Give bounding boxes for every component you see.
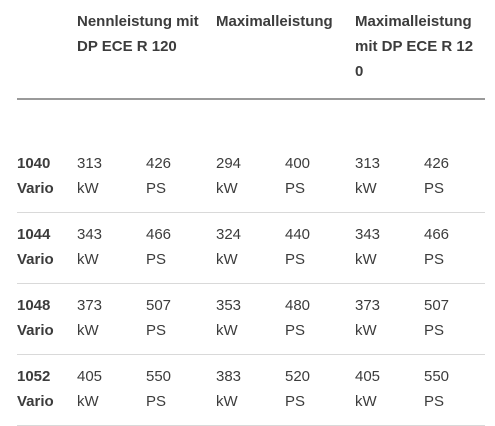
power-value: 466 [424,226,450,243]
power-ps-cell: 426 PS [424,151,484,201]
power-unit: PS [285,322,306,339]
column-header-max-power: Maximalleistung [216,13,333,30]
power-unit: kW [355,180,377,197]
power-kw-cell: 343 kW [77,222,137,272]
table-row: 1052 Vario 405 kW 550 PS 383 kW 520 PS 405 kW 550 PS [17,355,485,426]
power-unit: PS [424,393,445,410]
power-ps-cell: 507 PS [146,293,206,343]
power-kw-cell: 343 kW [355,222,415,272]
power-ps-cell: 520 PS [285,364,345,414]
power-value: 343 [77,226,103,243]
power-ps-cell: 466 PS [424,222,484,272]
power-value: 400 [285,155,311,172]
power-value: 353 [216,297,242,314]
power-value: 405 [355,368,381,385]
power-value: 313 [77,155,103,172]
power-value: 383 [216,368,242,385]
power-value: 294 [216,155,242,172]
power-spec-table: Nennleistung mit DP ECE R 120 Maximallei… [17,0,485,426]
power-value: 480 [285,297,311,314]
model-number: 1040 [17,155,51,172]
power-value: 373 [355,297,381,314]
model-number: 1048 [17,297,51,314]
power-value: 324 [216,226,242,243]
power-value: 343 [355,226,381,243]
power-ps-cell: 550 PS [146,364,206,414]
power-ps-cell: 507 PS [424,293,484,343]
power-unit: PS [424,180,445,197]
power-ps-cell: 400 PS [285,151,345,201]
power-kw-cell: 294 kW [216,151,276,201]
model-name-cell: 1052 Vario [17,364,77,414]
column-header-max-power-dp: Maximalleistung mit DP ECE R 120 [355,13,474,80]
power-kw-cell: 313 kW [77,151,137,201]
power-ps-cell: 550 PS [424,364,484,414]
power-value: 507 [424,297,450,314]
model-number: 1052 [17,368,51,385]
power-value: 426 [146,155,172,172]
table-row: 1044 Vario 343 kW 466 PS 324 kW 440 PS 343 kW 466 PS [17,213,485,284]
power-unit: PS [146,251,167,268]
table-header-row: Nennleistung mit DP ECE R 120 Maximallei… [17,0,485,100]
power-unit: PS [146,180,167,197]
power-value: 313 [355,155,381,172]
table-row: 1048 Vario 373 kW 507 PS 353 kW 480 PS 373 kW 507 PS [17,284,485,355]
power-unit: PS [285,393,306,410]
table-row: 1040 Vario 313 kW 426 PS 294 kW 400 PS 313 kW 426 PS [17,142,485,213]
model-suffix: Vario [17,393,54,410]
power-unit: PS [146,393,167,410]
power-unit: kW [77,180,99,197]
power-unit: PS [424,322,445,339]
power-value: 550 [146,368,172,385]
power-value: 405 [77,368,103,385]
model-name-cell: 1048 Vario [17,293,77,343]
power-unit: kW [77,393,99,410]
model-number: 1044 [17,226,51,243]
power-kw-cell: 324 kW [216,222,276,272]
power-unit: PS [424,251,445,268]
model-name-cell: 1044 Vario [17,222,77,272]
power-ps-cell: 480 PS [285,293,345,343]
table-spacer [17,100,485,142]
power-unit: PS [285,180,306,197]
power-unit: kW [355,393,377,410]
power-ps-cell: 426 PS [146,151,206,201]
power-ps-cell: 466 PS [146,222,206,272]
power-value: 507 [146,297,172,314]
power-unit: kW [77,251,99,268]
power-value: 373 [77,297,103,314]
model-name-cell: 1040 Vario [17,151,77,201]
power-kw-cell: 373 kW [355,293,415,343]
power-unit: kW [216,251,238,268]
power-unit: kW [77,322,99,339]
power-unit: kW [216,393,238,410]
model-suffix: Vario [17,322,54,339]
model-suffix: Vario [17,180,54,197]
power-ps-cell: 440 PS [285,222,345,272]
power-kw-cell: 313 kW [355,151,415,201]
model-suffix: Vario [17,251,54,268]
power-unit: kW [216,180,238,197]
power-value: 520 [285,368,311,385]
power-value: 550 [424,368,450,385]
column-header-rated-power: Nennleistung mit DP ECE R 120 [77,13,199,55]
power-unit: kW [355,322,377,339]
power-kw-cell: 373 kW [77,293,137,343]
power-unit: PS [285,251,306,268]
power-unit: PS [146,322,167,339]
table-body: 1040 Vario 313 kW 426 PS 294 kW 400 PS 313 kW 426 PS 1… [17,142,485,426]
power-value: 440 [285,226,311,243]
power-kw-cell: 405 kW [355,364,415,414]
power-value: 426 [424,155,450,172]
power-kw-cell: 383 kW [216,364,276,414]
power-value: 466 [146,226,172,243]
power-unit: kW [216,322,238,339]
power-kw-cell: 353 kW [216,293,276,343]
power-kw-cell: 405 kW [77,364,137,414]
power-unit: kW [355,251,377,268]
